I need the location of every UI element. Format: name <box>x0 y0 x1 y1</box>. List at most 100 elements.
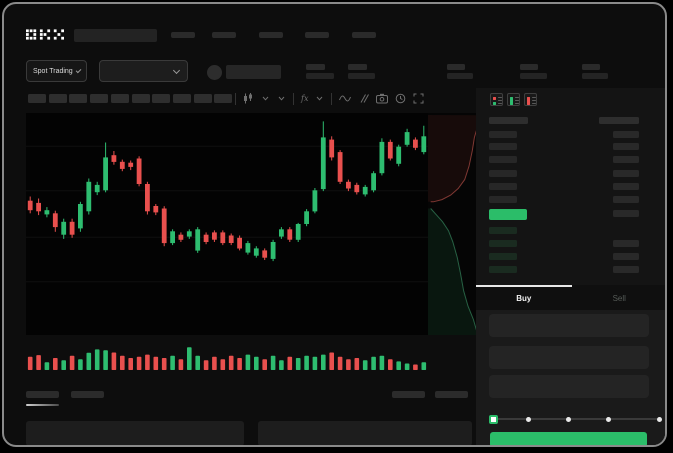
search-placeholder[interactable] <box>74 29 157 42</box>
amount-slider-track[interactable] <box>493 418 659 420</box>
camera-icon[interactable] <box>376 93 389 104</box>
toolbar-separator <box>293 92 294 105</box>
bottom-tab-open-orders[interactable] <box>26 391 59 398</box>
bid-row-value-1[interactable] <box>613 240 639 247</box>
icon-mark <box>515 103 519 104</box>
price-field-placeholder[interactable] <box>489 314 649 337</box>
orderbook-bids-icon[interactable] <box>507 93 520 106</box>
reload-time-icon[interactable] <box>395 93 406 104</box>
ask-row-value-1[interactable] <box>613 131 639 138</box>
icon-mark <box>498 100 502 101</box>
last-price-indicator[interactable] <box>489 209 527 220</box>
icon-mark <box>515 97 519 98</box>
toolbar-tool-placeholder-2[interactable] <box>48 94 67 103</box>
fullscreen-icon[interactable] <box>413 93 424 104</box>
ask-row-value-3[interactable] <box>613 156 639 163</box>
bid-row-value-3[interactable] <box>613 266 639 273</box>
icon-mark <box>527 96 530 105</box>
coin-avatar <box>207 65 222 80</box>
slider-stop-3[interactable] <box>566 416 571 422</box>
nav-item-placeholder-4[interactable] <box>305 32 329 38</box>
indicators-icon[interactable]: fx <box>301 94 309 103</box>
chevron-down-icon <box>172 66 181 74</box>
chevron-down-icon[interactable] <box>277 94 286 103</box>
tab-buy-label: Buy <box>516 294 532 303</box>
orderbook-header-right[interactable] <box>599 117 639 124</box>
tab-buy[interactable]: Buy <box>476 285 572 310</box>
slider-stop-4[interactable] <box>606 416 611 422</box>
ask-row-value-6[interactable] <box>613 196 639 203</box>
toolbar-tool-placeholder-4[interactable] <box>90 94 109 103</box>
market-type-label: Spot Trading <box>33 67 73 75</box>
ask-row-1[interactable] <box>489 131 517 138</box>
orderbook-layout-toggles <box>490 93 537 106</box>
buy-submit-button[interactable] <box>490 432 647 445</box>
slider-handle[interactable] <box>489 414 498 424</box>
nav-item-placeholder-3[interactable] <box>259 32 283 38</box>
toolbar-tool-placeholder-6[interactable] <box>131 94 150 103</box>
nav-item-placeholder-5[interactable] <box>352 32 376 38</box>
icon-mark <box>510 96 513 105</box>
stat-label-placeholder <box>582 64 600 70</box>
bid-row-3[interactable] <box>489 253 517 260</box>
stat-label-placeholder <box>520 64 538 70</box>
total-field-placeholder[interactable] <box>489 375 649 398</box>
order-form <box>476 310 665 445</box>
orders-panel-placeholder <box>26 421 244 445</box>
bid-row-value-2[interactable] <box>613 253 639 260</box>
toolbar-tool-placeholder-10[interactable] <box>214 94 233 103</box>
stat-value-placeholder <box>447 73 473 79</box>
toolbar-tool-placeholder-8[interactable] <box>172 94 191 103</box>
ask-row-value-2[interactable] <box>613 143 639 150</box>
toolbar-icons: fx <box>235 92 424 105</box>
active-tab-underline <box>26 404 59 406</box>
ask-row-6[interactable] <box>489 196 517 203</box>
toolbar-tool-placeholder-9[interactable] <box>193 94 212 103</box>
ask-row-4[interactable] <box>489 170 517 177</box>
ask-row-value-4[interactable] <box>613 170 639 177</box>
chart-toolbar: fx <box>4 92 476 107</box>
interval-candles-icon[interactable] <box>243 93 254 104</box>
bottom-tab-extra-2[interactable] <box>435 391 468 398</box>
bid-row-2[interactable] <box>489 240 517 247</box>
stat-value-placeholder <box>306 73 334 79</box>
tab-sell-label: Sell <box>612 294 626 303</box>
candlestick-chart[interactable] <box>26 113 428 335</box>
toolbar-tool-placeholder-5[interactable] <box>110 94 129 103</box>
bid-row-1[interactable] <box>489 227 517 234</box>
slider-stop-5[interactable] <box>657 416 662 422</box>
bottom-tab-order-history[interactable] <box>71 391 104 398</box>
toolbar-tool-placeholder-3[interactable] <box>69 94 88 103</box>
chevron-down-icon[interactable] <box>261 94 270 103</box>
stat-value-placeholder <box>582 73 608 79</box>
chevron-down-icon[interactable] <box>315 94 324 103</box>
nav-item-placeholder-1[interactable] <box>171 32 195 38</box>
okx-logo-icon[interactable] <box>26 29 64 40</box>
orderbook-asks-icon[interactable] <box>524 93 537 106</box>
toolbar-separator <box>235 92 236 105</box>
slider-stop-2[interactable] <box>526 416 531 422</box>
orderbook-both-icon[interactable] <box>490 93 503 106</box>
bottom-tab-extra-1[interactable] <box>392 391 425 398</box>
ask-row-value-5[interactable] <box>613 183 639 190</box>
trade-tabs: Buy Sell <box>476 285 666 310</box>
amount-field-placeholder[interactable] <box>489 346 649 369</box>
stat-label-placeholder <box>348 64 367 70</box>
depth-chart <box>428 113 483 336</box>
toolbar-tool-placeholder-1[interactable] <box>28 94 46 103</box>
line-type-icon[interactable] <box>339 93 352 104</box>
ask-row-3[interactable] <box>489 156 517 163</box>
market-type-dropdown[interactable]: Spot Trading <box>26 60 87 82</box>
compare-icon[interactable] <box>358 93 370 104</box>
mid-row-value[interactable] <box>613 210 639 217</box>
icon-mark <box>532 103 536 104</box>
ask-row-2[interactable] <box>489 143 517 150</box>
pair-dropdown[interactable] <box>99 60 188 82</box>
nav-item-placeholder-2[interactable] <box>212 32 236 38</box>
ask-row-5[interactable] <box>489 183 517 190</box>
orderbook-header-left[interactable] <box>489 117 528 124</box>
bid-row-4[interactable] <box>489 266 517 273</box>
tab-sell[interactable]: Sell <box>572 285 666 310</box>
toolbar-tool-placeholder-7[interactable] <box>152 94 171 103</box>
app-window: Spot Trading fx Buy Sell <box>2 2 667 447</box>
